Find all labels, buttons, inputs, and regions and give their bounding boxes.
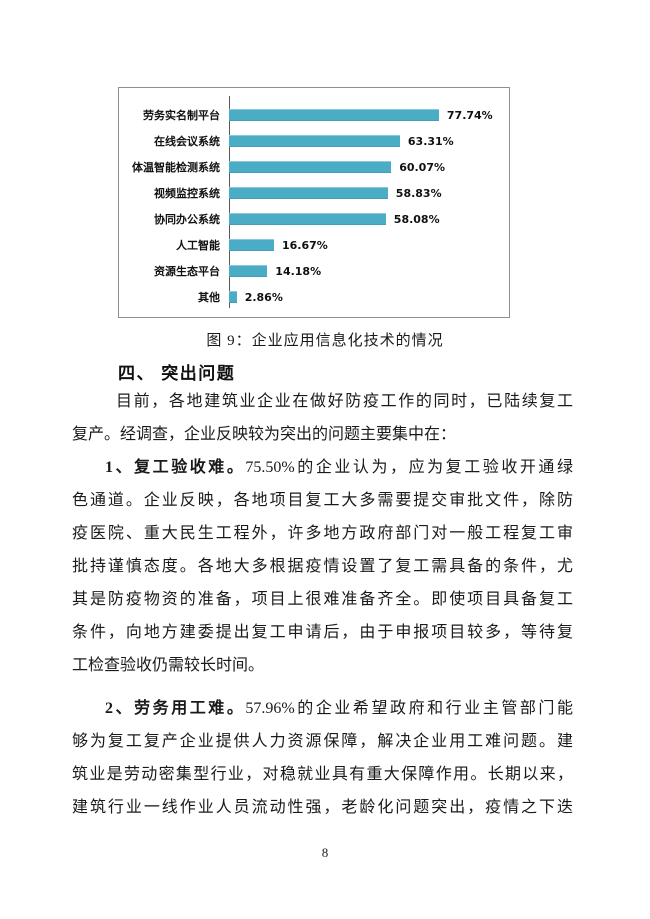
body-run: 条件，向地方建委提出复工申请后，由于申报项目较多，等待复 bbox=[72, 624, 573, 641]
chart-category-label: 视频监控系统 bbox=[154, 187, 220, 200]
body-run: 工检查验收仍需较长时间。 bbox=[72, 657, 265, 674]
body-line: 批持谨慎态度。各地大多根据疫情设置了复工需具备的条件，尤 bbox=[72, 550, 573, 583]
body-run: 建筑行业一线作业人员流动性强，老龄化问题突出，疫情之下迭 bbox=[72, 799, 573, 816]
chart-category-label: 劳务实名制平台 bbox=[143, 109, 220, 122]
body-line: 够为复工复产企业提供人力资源保障，解决企业用工难问题。建 bbox=[72, 725, 573, 758]
chart-axis-line bbox=[229, 96, 230, 308]
body-run: 筑业是劳动密集型行业，对稳就业具有重大保障作用。长期以来， bbox=[72, 766, 573, 783]
chart-bar-row: 视频监控系统 58.83% bbox=[119, 180, 509, 206]
chart-bar bbox=[229, 291, 237, 303]
body-run: 疫医院、重大民生工程外，许多地方政府部门对一般工程复工审 bbox=[72, 525, 573, 542]
figure-caption: 图 9：企业应用信息化技术的情况 bbox=[206, 333, 444, 349]
chart-bar-row: 体温智能检测系统 60.07% bbox=[119, 154, 509, 180]
chart-category-label: 资源生态平台 bbox=[154, 265, 220, 278]
body-line: 色通道。企业反映，各地项目复工大多需要提交审批文件，除防 bbox=[72, 484, 573, 517]
chart-value-label: 14.18% bbox=[275, 264, 322, 278]
body-line: 1、复工验收难。75.50%的企业认为，应为复工验收开通绿 bbox=[72, 451, 573, 484]
chart-bar-row: 劳务实名制平台 77.74% bbox=[119, 102, 509, 128]
chart-value-label: 16.67% bbox=[282, 238, 328, 252]
page-number: 8 bbox=[321, 845, 329, 860]
chart-bar bbox=[229, 213, 386, 225]
chart-value-label: 58.08% bbox=[393, 212, 440, 226]
chart-bar bbox=[229, 187, 388, 199]
chart-bar bbox=[229, 135, 400, 147]
chart-category-label: 体温智能检测系统 bbox=[132, 161, 220, 174]
chart-bar bbox=[229, 265, 268, 277]
body-text: 目前，各地建筑业企业在做好防疫工作的同时，已陆续复工复产。经调查，企业反映较为突… bbox=[72, 385, 573, 824]
chart-bar-row: 在线会议系统 63.31% bbox=[119, 128, 509, 154]
body-run: 57.96%的企业希望政府和行业主管部门能 bbox=[245, 700, 573, 717]
paragraph: 目前，各地建筑业企业在做好防疫工作的同时，已陆续复工复产。经调查，企业反映较为突… bbox=[72, 385, 573, 451]
paragraph: 1、复工验收难。75.50%的企业认为，应为复工验收开通绿色通道。企业反映，各地… bbox=[72, 451, 573, 682]
chart-bar bbox=[229, 161, 392, 173]
chart-category-label: 在线会议系统 bbox=[154, 135, 220, 148]
body-line: 建筑行业一线作业人员流动性强，老龄化问题突出，疫情之下迭 bbox=[72, 791, 573, 824]
chart-category-label: 其他 bbox=[198, 291, 220, 304]
body-run: 复产。经调查，企业反映较为突出的问题主要集中在： bbox=[72, 426, 457, 443]
chart-bar bbox=[229, 239, 274, 251]
body-run: 75.50%的企业认为，应为复工验收开通绿 bbox=[245, 459, 573, 476]
body-line: 筑业是劳动密集型行业，对稳就业具有重大保障作用。长期以来， bbox=[72, 758, 573, 791]
body-run: 够为复工复产企业提供人力资源保障，解决企业用工难问题。建 bbox=[72, 733, 573, 750]
body-line: 条件，向地方建委提出复工申请后，由于申报项目较多，等待复 bbox=[72, 616, 573, 649]
body-run: 其是防疫物资的准备，项目上很难准备齐全。即使项目具备复工 bbox=[72, 591, 573, 608]
body-run: 色通道。企业反映，各地项目复工大多需要提交审批文件，除防 bbox=[72, 492, 573, 509]
chart-bar-row: 人工智能 16.67% bbox=[119, 232, 509, 258]
body-line: 复产。经调查，企业反映较为突出的问题主要集中在： bbox=[72, 418, 573, 451]
body-line: 疫医院、重大民生工程外，许多地方政府部门对一般工程复工审 bbox=[72, 517, 573, 550]
body-line: 其是防疫物资的准备，项目上很难准备齐全。即使项目具备复工 bbox=[72, 583, 573, 616]
bold-lead-text: 2、劳务用工难。 bbox=[105, 700, 246, 717]
chart-bar-row: 协同办公系统 58.08% bbox=[119, 206, 509, 232]
chart-bar-row: 资源生态平台 14.18% bbox=[119, 258, 509, 284]
bar-chart: 劳务实名制平台 77.74% 在线会议系统 63.31% 体温智能检测系统 60.07% 视… bbox=[118, 87, 510, 318]
paragraph: 2、劳务用工难。57.96%的企业希望政府和行业主管部门能够为复工复产企业提供人… bbox=[72, 692, 573, 824]
body-line: 目前，各地建筑业企业在做好防疫工作的同时，已陆续复工 bbox=[72, 385, 573, 418]
chart-value-label: 63.31% bbox=[407, 134, 454, 148]
chart-bar-row: 其他 2.86% bbox=[119, 284, 509, 310]
chart-rows: 劳务实名制平台 77.74% 在线会议系统 63.31% 体温智能检测系统 60.07% 视… bbox=[119, 102, 509, 310]
section-heading: 四、 突出问题 bbox=[118, 364, 236, 383]
body-run: 目前，各地建筑业企业在做好防疫工作的同时，已陆续复工 bbox=[116, 393, 573, 410]
chart-value-label: 60.07% bbox=[399, 160, 446, 174]
chart-value-label: 58.83% bbox=[395, 186, 442, 200]
bold-lead-text: 1、复工验收难。 bbox=[105, 459, 246, 476]
body-run: 批持谨慎态度。各地大多根据疫情设置了复工需具备的条件，尤 bbox=[72, 558, 573, 575]
body-line: 工检查验收仍需较长时间。 bbox=[72, 649, 573, 682]
body-line: 2、劳务用工难。57.96%的企业希望政府和行业主管部门能 bbox=[72, 692, 573, 725]
chart-value-label: 2.86% bbox=[244, 290, 283, 304]
chart-category-label: 人工智能 bbox=[176, 239, 220, 252]
chart-bar bbox=[229, 109, 439, 121]
chart-category-label: 协同办公系统 bbox=[154, 213, 220, 226]
chart-value-label: 77.74% bbox=[446, 108, 493, 122]
